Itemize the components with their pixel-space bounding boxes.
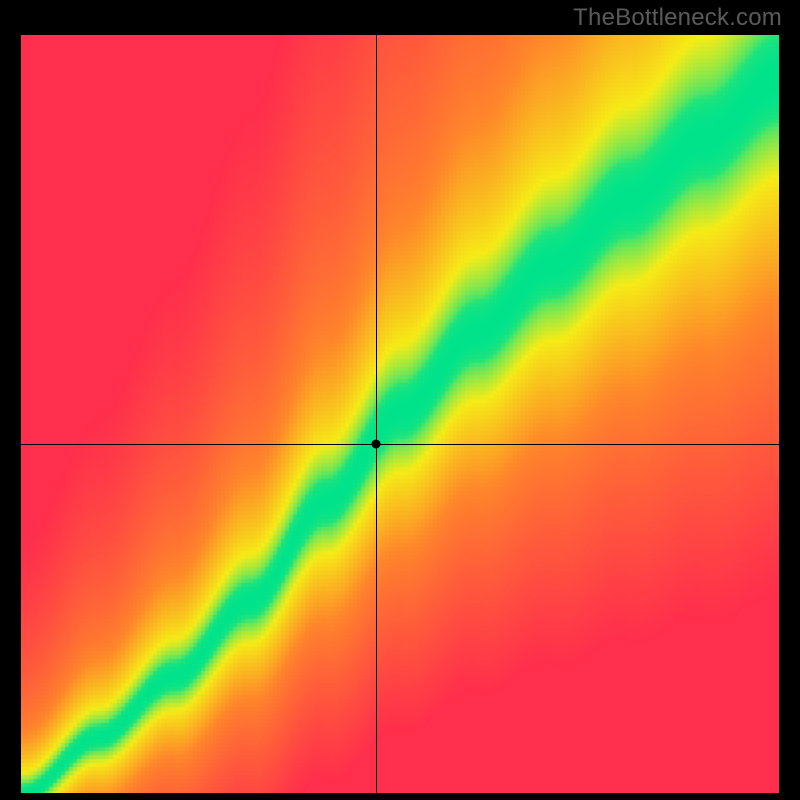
chart-container: TheBottleneck.com [0,0,800,800]
bottleneck-heatmap [21,35,779,793]
crosshair-horizontal [21,444,779,445]
crosshair-marker [371,440,380,449]
crosshair-vertical [376,35,377,793]
watermark-label: TheBottleneck.com [573,4,782,32]
